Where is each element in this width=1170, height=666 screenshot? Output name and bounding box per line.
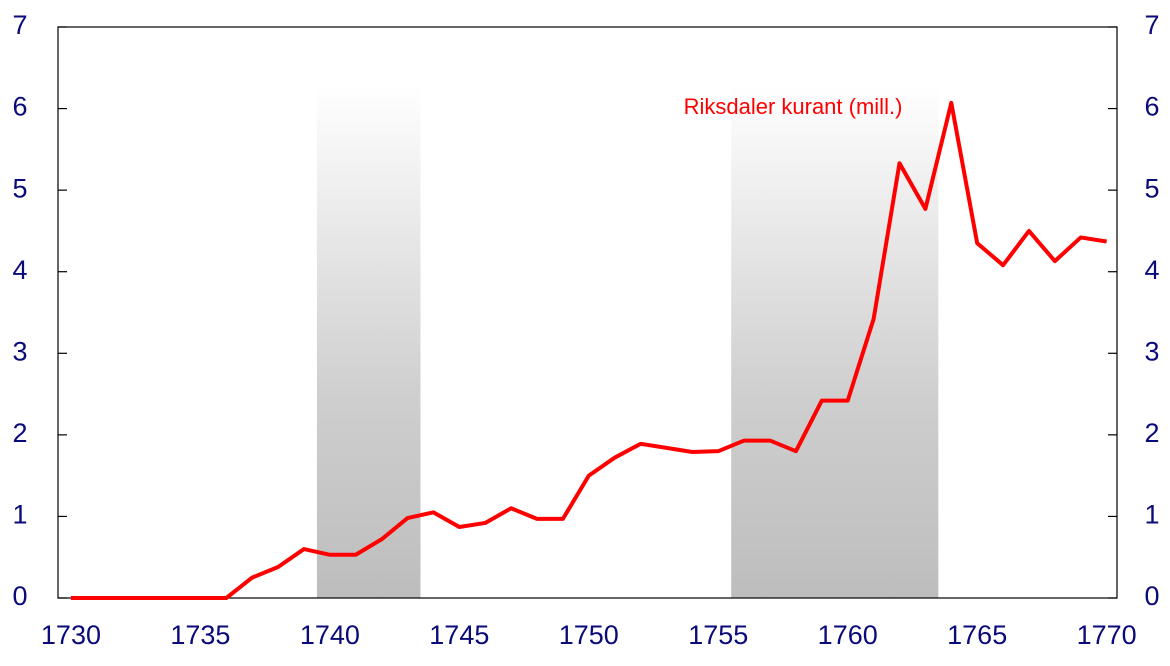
y2-tick-label: 5 [1144, 173, 1159, 203]
y2-tick-label: 2 [1144, 418, 1159, 448]
plot-frame [57, 26, 1118, 599]
x-tick-label: 1740 [300, 620, 360, 650]
shaded-period [731, 84, 939, 599]
x-tick-label: 1755 [688, 620, 748, 650]
series-label: Riksdaler kurant (mill.) [684, 94, 903, 119]
y-tick-label: 2 [12, 418, 27, 448]
y-tick-label: 1 [12, 500, 27, 530]
x-tick-label: 1770 [1077, 620, 1137, 650]
y-tick-label: 6 [12, 92, 27, 122]
y-tick-label: 7 [12, 10, 27, 40]
y2-tick-label: 7 [1144, 10, 1159, 40]
y-tick-label: 4 [12, 255, 27, 285]
x-tick-label: 1745 [429, 620, 489, 650]
x-tick-label: 1730 [41, 620, 101, 650]
x-tick-label: 1760 [818, 620, 878, 650]
y-tick-label: 5 [12, 173, 27, 203]
x-tick-label: 1750 [559, 620, 619, 650]
series-line [70, 100, 1107, 600]
y-tick-label: 3 [12, 336, 27, 366]
y-tick-label: 0 [12, 581, 27, 611]
y2-tick-label: 0 [1144, 581, 1159, 611]
x-tick-label: 1765 [947, 620, 1007, 650]
y2-tick-label: 4 [1144, 255, 1159, 285]
y2-tick-label: 1 [1144, 500, 1159, 530]
shaded-period [316, 84, 421, 599]
y2-tick-label: 6 [1144, 92, 1159, 122]
x-tick-label: 1735 [170, 620, 230, 650]
y2-tick-label: 3 [1144, 336, 1159, 366]
